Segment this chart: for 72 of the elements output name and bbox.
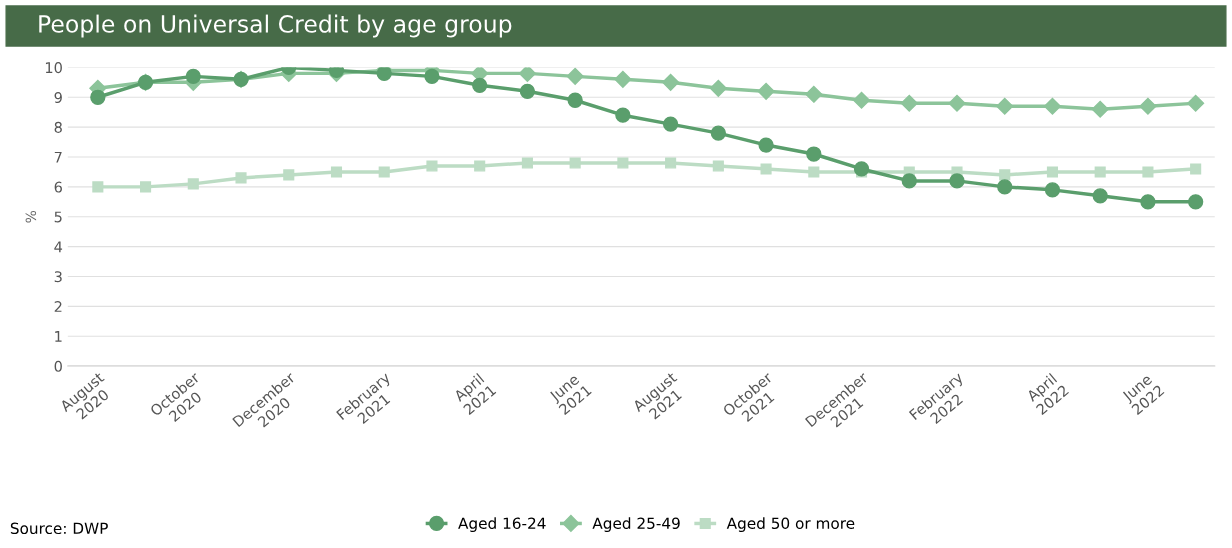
point: [1142, 166, 1154, 178]
y-tick-label: 1: [55, 331, 62, 342]
point: [567, 92, 583, 108]
point: [521, 157, 533, 169]
point: [853, 161, 870, 177]
point: [617, 157, 629, 169]
y-tick-label: 5: [54, 211, 62, 223]
point: [474, 160, 486, 172]
point: [805, 85, 823, 103]
point: [330, 166, 343, 178]
point: [806, 146, 822, 162]
point: [900, 94, 918, 112]
y-tick-label: 6: [54, 181, 62, 193]
point: [997, 179, 1013, 195]
source-note: Source: DWP: [10, 522, 108, 535]
point: [615, 107, 631, 123]
point: [996, 97, 1014, 115]
point: [901, 173, 917, 189]
point: [948, 94, 966, 112]
legend-label: Aged 25-49: [592, 517, 680, 532]
point: [518, 67, 536, 82]
point: [569, 157, 581, 169]
point: [90, 89, 106, 105]
point: [1092, 188, 1108, 204]
point: [758, 137, 774, 153]
point: [235, 172, 247, 184]
point: [378, 166, 390, 178]
point: [1190, 163, 1202, 175]
point: [424, 68, 440, 85]
point: [709, 79, 727, 97]
y-tick-label: 10: [45, 62, 62, 74]
point: [662, 73, 680, 91]
point: [1046, 166, 1059, 178]
y-tick-label: 4: [54, 241, 63, 253]
point: [1094, 166, 1106, 178]
point: [185, 68, 201, 85]
y-tick-label: 2: [54, 301, 62, 312]
point: [757, 82, 775, 100]
point: [566, 67, 584, 85]
point: [187, 178, 199, 190]
point: [1043, 97, 1062, 115]
legend-label: Aged 16-24: [458, 517, 546, 532]
point: [1091, 100, 1109, 118]
point: [852, 91, 871, 109]
point: [426, 160, 438, 172]
y-tick-label: 9: [54, 91, 62, 104]
point: [519, 83, 536, 99]
point: [949, 173, 965, 189]
point: [665, 157, 677, 169]
point: [1188, 194, 1204, 210]
point: [1140, 194, 1156, 210]
point: [710, 125, 726, 141]
y-tick-label: 7: [54, 151, 62, 163]
point: [760, 163, 772, 175]
y-tick-label: 0: [54, 360, 62, 372]
y-tick-label: 3: [54, 271, 62, 283]
y-tick-label: 8: [54, 121, 62, 133]
point: [283, 169, 295, 181]
legend-label: Aged 50 or more: [726, 517, 855, 532]
point: [140, 181, 152, 193]
point: [1139, 97, 1157, 115]
point: [614, 70, 632, 88]
point: [92, 181, 104, 193]
point: [472, 77, 488, 93]
chart-title: People on Universal Credit by age group: [39, 14, 512, 38]
point: [808, 166, 820, 178]
point: [1044, 182, 1061, 198]
point: [662, 116, 679, 132]
point: [999, 169, 1011, 181]
point: [1187, 94, 1205, 112]
y-axis-title: %: [25, 210, 37, 223]
point: [712, 160, 724, 172]
